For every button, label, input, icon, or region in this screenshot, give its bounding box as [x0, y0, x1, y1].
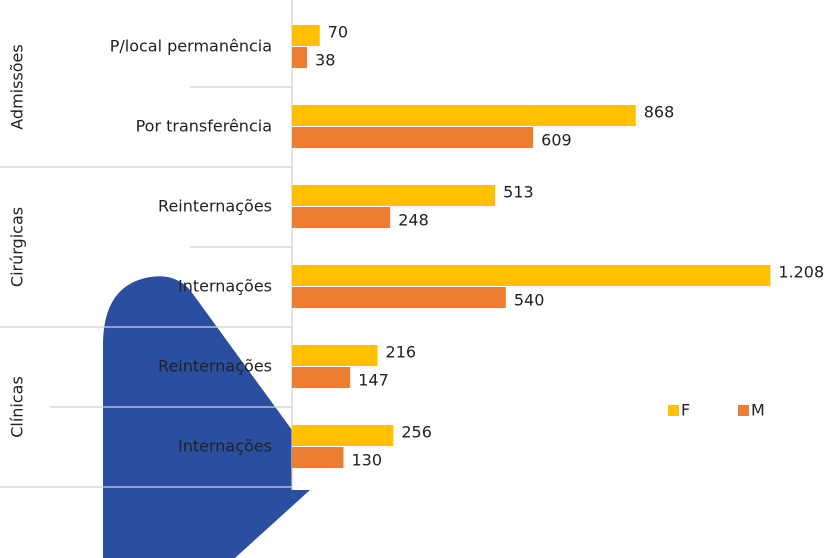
value-label: 248: [398, 211, 429, 230]
bar: [292, 265, 771, 286]
bar: [292, 127, 534, 148]
category-label: Por transferência: [136, 117, 272, 136]
group-label: Clínicas: [8, 376, 27, 438]
value-label: 216: [386, 343, 417, 362]
value-label: 513: [503, 183, 534, 202]
bar: [292, 367, 351, 388]
category-label: P/local permanência: [110, 37, 272, 56]
bar: [292, 25, 320, 46]
value-label: 540: [514, 291, 545, 310]
legend-label: F: [681, 401, 690, 420]
bar: [292, 105, 636, 126]
category-label: Internações: [178, 437, 272, 456]
group-label: Admissões: [8, 44, 27, 130]
legend-swatch: [738, 405, 749, 416]
legend-label: M: [751, 401, 765, 420]
value-label: 70: [328, 23, 348, 42]
bar: [292, 185, 496, 206]
bar: [292, 47, 308, 68]
category-label: Reinternações: [158, 197, 272, 216]
decorative-shape: [103, 276, 310, 558]
value-label: 1.208: [778, 263, 824, 282]
value-label: 38: [315, 51, 335, 70]
bar: [292, 345, 378, 366]
value-label: 868: [644, 103, 675, 122]
legend-swatch: [668, 405, 679, 416]
group-label: Cirúrgicas: [8, 207, 27, 287]
value-label: 609: [541, 131, 572, 150]
bar: [292, 447, 344, 468]
category-label: Reinternações: [158, 357, 272, 376]
bar: [292, 425, 394, 446]
bar: [292, 287, 506, 308]
value-label: 256: [401, 423, 432, 442]
bar: [292, 207, 391, 228]
category-label: Internações: [178, 277, 272, 296]
value-label: 147: [358, 371, 389, 390]
value-label: 130: [351, 451, 382, 470]
